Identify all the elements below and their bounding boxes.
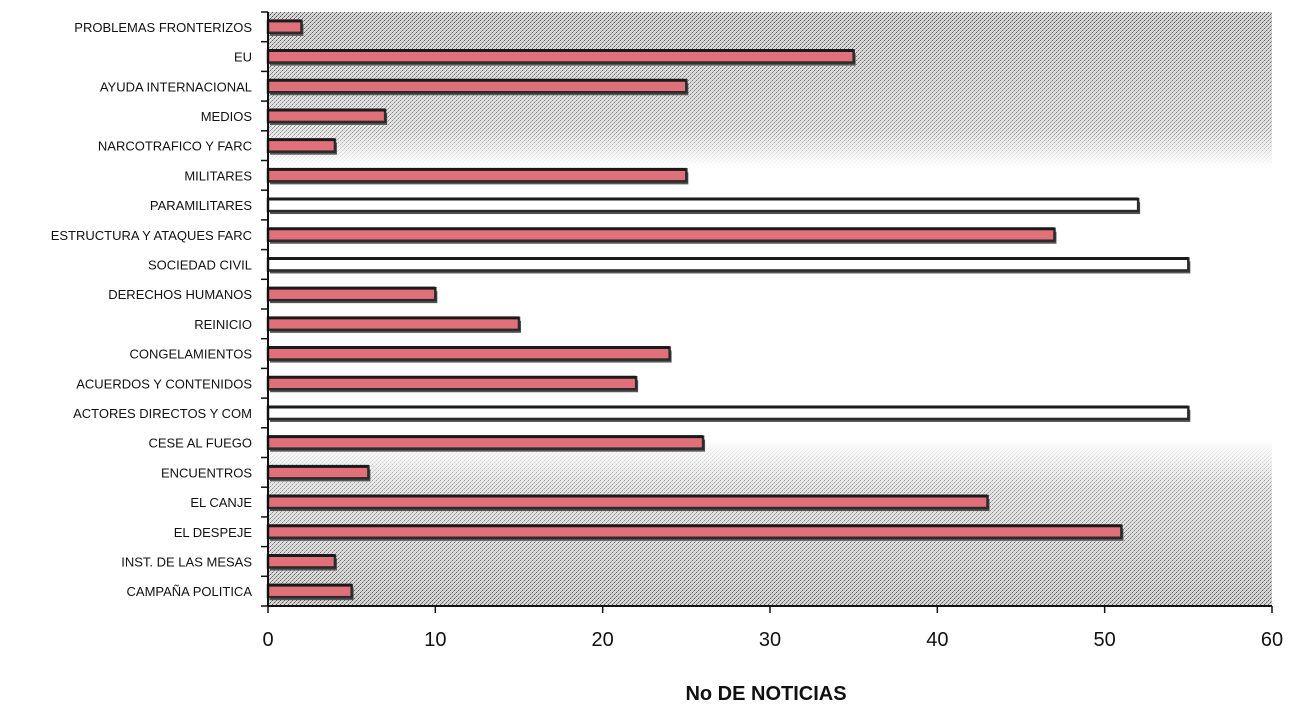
bar-fill [266, 435, 705, 450]
category-label: MEDIOS [201, 109, 253, 124]
bar-fill [266, 346, 671, 361]
bar [266, 405, 1191, 422]
plot-texture-fade [268, 12, 1272, 606]
category-label: REINICIO [194, 317, 252, 332]
category-label: ACUERDOS Y CONTENIDOS [76, 376, 252, 391]
x-tick-label: 60 [1261, 629, 1283, 651]
bar [266, 464, 371, 482]
bar-fill [266, 376, 638, 391]
bar [266, 375, 639, 393]
labels-group: PROBLEMAS FRONTERIZOS EU AYUDA INTERNACION… [51, 20, 1283, 651]
bar [266, 197, 1141, 215]
category-label: EL CANJE [190, 495, 252, 510]
bar-fill [266, 583, 353, 599]
x-axis-title: No DE NOTICIAS [685, 683, 846, 705]
bar [266, 583, 354, 601]
bar [266, 49, 856, 66]
category-label: CONGELAMIENTOS [129, 347, 252, 362]
bar-fill [266, 494, 989, 510]
bar-fill [266, 168, 688, 183]
category-label: DERECHOS HUMANOS [108, 287, 252, 302]
bar-fill [266, 316, 521, 332]
axes-group [261, 11, 1273, 613]
bar [266, 286, 438, 304]
category-label: PARAMILITARES [150, 198, 252, 213]
category-label: EL DESPEJE [174, 525, 253, 540]
bar [266, 553, 337, 571]
bar-fill [266, 227, 1056, 242]
x-tick-label: 30 [759, 629, 781, 651]
category-label: ESTRUCTURA Y ATAQUES FARC [51, 228, 252, 243]
bar [266, 256, 1191, 274]
bar [266, 138, 337, 155]
category-label: INST. DE LAS MESAS [121, 554, 252, 569]
bar [266, 167, 689, 185]
bars-group [266, 19, 1191, 601]
category-label: ACTORES DIRECTOS Y COM [73, 406, 252, 421]
x-tick-label: 0 [262, 629, 273, 651]
bar [266, 494, 990, 512]
bar-fill [266, 108, 387, 124]
bar-fill [266, 79, 688, 94]
category-label: NARCOTRAFICO Y FARC [98, 139, 252, 154]
bar-fill [266, 286, 437, 302]
bar-highlight [266, 197, 1140, 213]
bar [266, 227, 1057, 244]
x-tick-label: 10 [424, 629, 446, 651]
category-label: ENCUENTROS [161, 465, 252, 480]
x-tick-label: 40 [926, 629, 948, 651]
x-tick-label: 50 [1094, 629, 1116, 651]
bar-highlight [266, 405, 1190, 421]
bar [266, 19, 304, 36]
bar [266, 435, 706, 452]
x-tick-label: 20 [592, 629, 614, 651]
category-label: CESE AL FUEGO [148, 436, 252, 451]
bar-fill [266, 49, 855, 64]
category-label: PROBLEMAS FRONTERIZOS [74, 20, 252, 35]
plot-background [268, 12, 1272, 606]
bar [266, 78, 689, 96]
bar [266, 346, 672, 363]
bar-highlight [266, 257, 1190, 272]
bar-fill [266, 524, 1123, 539]
category-label: EU [234, 50, 252, 65]
category-label: SOCIEDAD CIVIL [148, 257, 252, 272]
bar [266, 524, 1124, 541]
bar [266, 316, 521, 333]
bar-fill [266, 138, 337, 153]
category-label: MILITARES [184, 168, 252, 183]
bar-fill [266, 19, 303, 35]
category-label: AYUDA INTERNACIONAL [100, 79, 252, 94]
category-label: CAMPAÑA POLITICA [127, 584, 253, 599]
bar-fill [266, 554, 337, 569]
bar-fill [266, 465, 370, 480]
bar [266, 108, 388, 125]
